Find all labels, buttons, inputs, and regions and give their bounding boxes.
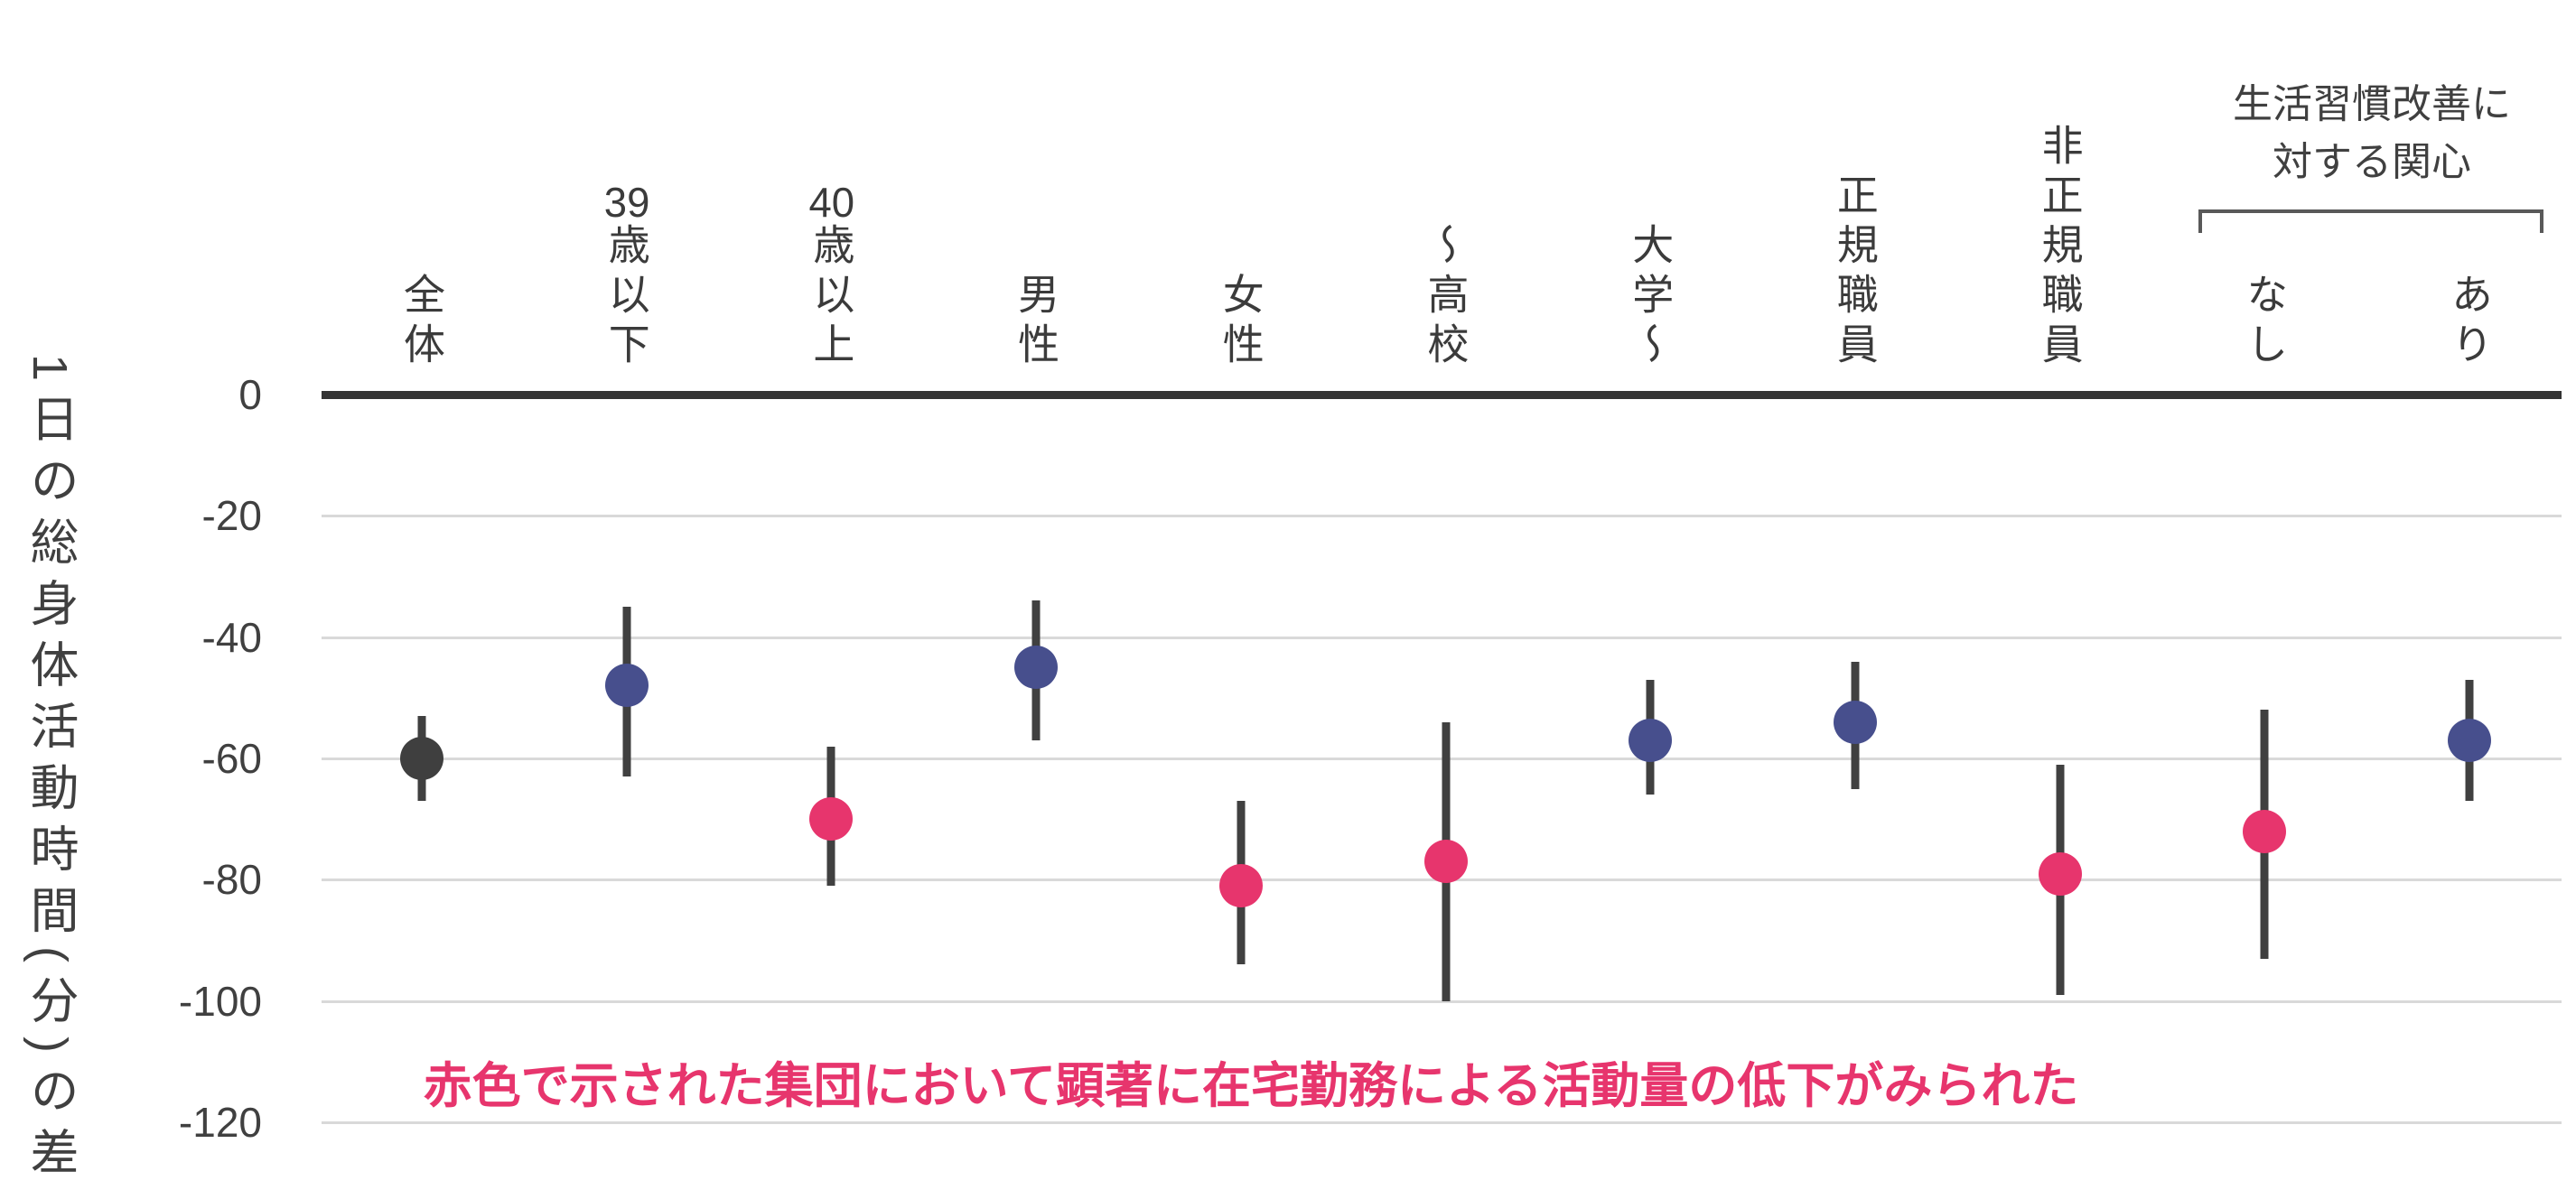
category-label-digits: 39: [603, 181, 650, 223]
category-label: 女性: [1217, 273, 1265, 372]
y-tick-label: -120: [178, 1099, 262, 1147]
y-tick-label: 0: [238, 371, 262, 418]
data-point: [2448, 718, 2491, 762]
data-point: [1629, 718, 1673, 762]
data-point: [809, 797, 854, 841]
category-label: 39歳以下: [602, 181, 650, 372]
category-label: 全体: [398, 273, 445, 372]
annotation-text: 赤色で示された集団において顕著に在宅勤務による活動量の低下がみられた: [423, 1059, 2079, 1113]
gridline: [322, 999, 2562, 1003]
y-axis-title: 1日の総身体活動時間(分)の差: [23, 354, 77, 1188]
zero-axis-line: [322, 391, 2562, 399]
data-point: [2038, 851, 2082, 896]
gridline: [322, 515, 2562, 518]
data-point: [1014, 646, 1059, 690]
data-point: [1218, 864, 1263, 908]
data-point: [2243, 809, 2287, 853]
y-tick-label: -80: [201, 856, 262, 904]
gridline: [322, 636, 2562, 639]
category-label: 40歳以上: [807, 181, 855, 372]
category-label-digits: 40: [808, 181, 855, 223]
category-label: 正規職員: [1831, 173, 1879, 372]
bracket-group-title: 生活習慣改善に対する関心: [2233, 82, 2511, 184]
y-tick-label: -100: [178, 977, 262, 1025]
y-tick-label: -20: [201, 492, 262, 540]
y-tick-label: -60: [201, 735, 262, 783]
category-label: なし: [2241, 273, 2289, 372]
data-point: [1833, 700, 1877, 744]
gridline: [322, 1121, 2562, 1125]
bracket-shape: [2198, 209, 2543, 233]
y-tick-label: -40: [201, 613, 262, 661]
category-label: あり: [2446, 273, 2493, 372]
category-label: 非正規職員: [2036, 124, 2084, 372]
data-point: [400, 737, 443, 781]
category-label: 大学〜: [1627, 223, 1675, 372]
data-point: [1423, 840, 1468, 884]
category-label: 男性: [1013, 273, 1060, 372]
category-label: 〜高校: [1422, 223, 1470, 372]
data-point: [604, 664, 649, 708]
